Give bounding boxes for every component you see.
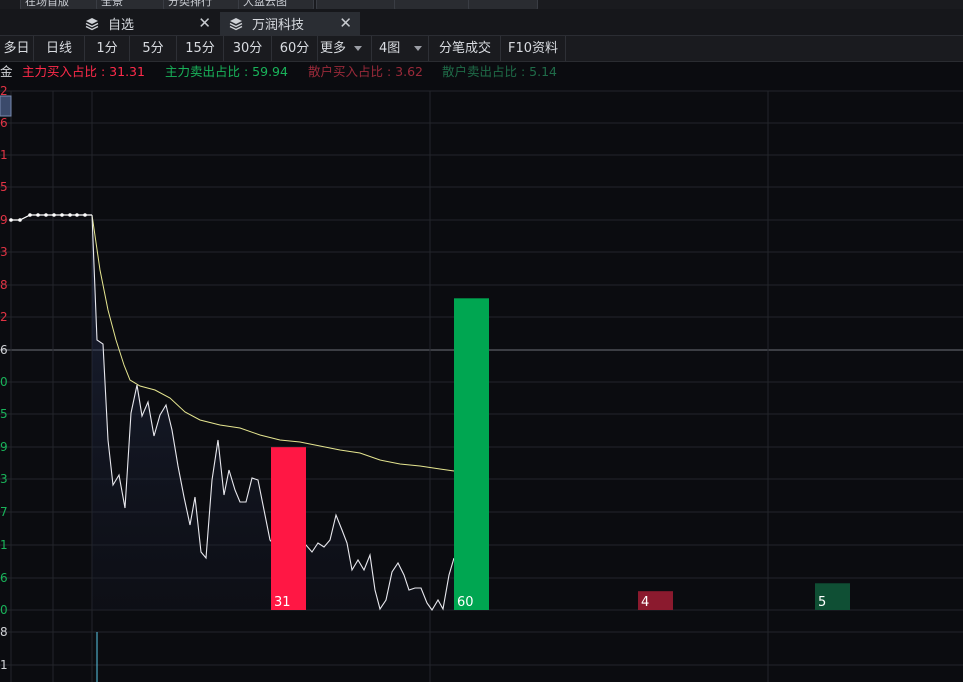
pre-market-dot	[9, 218, 13, 222]
ratio-bar-label-2: 60	[457, 595, 474, 610]
price-cursor-marker	[0, 95, 12, 117]
retail-buy-ratio: 散户买入占比 : 3.62	[308, 64, 423, 79]
1min-button[interactable]: 1分	[85, 36, 130, 61]
pre-market-dot	[52, 213, 56, 217]
axis-label: 0	[0, 375, 8, 389]
top-chip-4[interactable]: 大盘云图	[238, 0, 314, 9]
axis-label: 1	[0, 538, 8, 552]
tick-trades-button[interactable]: 分笔成交	[430, 36, 501, 61]
tab-watchlist-label: 自选	[108, 18, 135, 33]
axis-label: 3	[0, 472, 8, 486]
top-chip-1[interactable]: 在场首版	[20, 0, 98, 9]
price-area	[92, 215, 454, 610]
main-buy-ratio: 主力买入占比 : 31.31	[22, 64, 145, 79]
5min-button[interactable]: 5分	[130, 36, 177, 61]
ratio-bar-3	[638, 591, 673, 610]
ratio-bar-label-4: 5	[818, 595, 826, 610]
chart-canvas: 31 60 4 5	[0, 90, 963, 682]
15min-button[interactable]: 15分	[177, 36, 224, 61]
tab-stock-label: 万润科技	[252, 18, 305, 33]
pre-market-dot	[36, 213, 40, 217]
top-chip-5[interactable]	[316, 0, 396, 9]
axis-label: 6	[0, 571, 8, 585]
pre-market-dot	[18, 218, 22, 222]
tab-bar: 自选 ✕ 万润科技 ✕	[0, 9, 963, 36]
axis-label: 6	[0, 116, 8, 130]
axis-label: 1	[0, 658, 8, 672]
ratio-bars: 31 60 4 5	[271, 298, 850, 610]
axis-label: 1	[0, 148, 8, 162]
layers-icon	[84, 16, 100, 32]
close-icon[interactable]: ✕	[339, 14, 352, 32]
ratio-bar-4	[815, 583, 850, 610]
pre-market-dots	[9, 213, 92, 222]
pre-market-dot	[68, 213, 72, 217]
axis-label: 3	[0, 245, 8, 259]
top-chip-7[interactable]	[468, 0, 538, 9]
pre-market-dot	[83, 213, 87, 217]
top-chip-3[interactable]: 分类排行	[163, 0, 239, 9]
four-chart-label: 4图	[379, 41, 401, 56]
pre-market-dot	[75, 213, 79, 217]
pre-market-line	[11, 214, 92, 221]
tab-stock[interactable]: 万润科技 ✕	[220, 12, 360, 35]
30min-button[interactable]: 30分	[224, 36, 272, 61]
axis-label: 2	[0, 84, 8, 98]
top-toolbar: 在场首版 全景 分类排行 大盘云图	[0, 0, 963, 9]
axis-label: 8	[0, 625, 8, 639]
average-price-line	[91, 214, 455, 472]
close-icon[interactable]: ✕	[198, 14, 211, 32]
pre-market-dot	[44, 213, 48, 217]
axis-label: 0	[0, 603, 8, 617]
pre-market-dot	[28, 213, 32, 217]
period-toolbar: 多日 日线 1分 5分 15分 30分 60分 更多 4图 分笔成交 F10资料	[0, 36, 963, 62]
top-chip-2[interactable]: 全景	[96, 0, 166, 9]
main-sell-ratio: 主力卖出占比 : 59.94	[165, 64, 288, 79]
ratio-prefix: 金	[0, 64, 13, 79]
axis-label: 9	[0, 440, 8, 454]
ratio-bar-1	[271, 447, 306, 610]
four-chart-dropdown[interactable]: 4图	[373, 36, 429, 61]
axis-label: 5	[0, 407, 8, 421]
ratio-summary: 金 主力买入占比 : 31.31 主力卖出占比 : 59.94 散户买入占比 :…	[0, 62, 963, 82]
layers-icon	[228, 16, 244, 32]
ratio-bar-label-1: 31	[274, 595, 291, 610]
60min-button[interactable]: 60分	[272, 36, 318, 61]
more-dropdown[interactable]: 更多	[318, 36, 372, 61]
axis-label: 9	[0, 213, 8, 227]
axis-label: 6	[0, 343, 8, 357]
axis-label: 2	[0, 310, 8, 324]
tab-watchlist[interactable]: 自选 ✕	[76, 12, 219, 35]
ratio-bar-2	[454, 298, 489, 610]
pre-market-dot	[60, 213, 64, 217]
more-label: 更多	[320, 41, 347, 56]
axis-label: 5	[0, 180, 8, 194]
top-chip-6[interactable]	[394, 0, 470, 9]
multi-day-button[interactable]: 多日	[0, 36, 34, 61]
daily-button[interactable]: 日线	[34, 36, 85, 61]
axis-label: 8	[0, 278, 8, 292]
chevron-down-icon	[414, 46, 423, 51]
f10-info-button[interactable]: F10资料	[501, 36, 566, 61]
retail-sell-ratio: 散户卖出占比 : 5.14	[442, 64, 557, 79]
ratio-bar-label-3: 4	[641, 595, 649, 610]
chevron-down-icon	[354, 46, 363, 51]
axis-label: 7	[0, 505, 8, 519]
